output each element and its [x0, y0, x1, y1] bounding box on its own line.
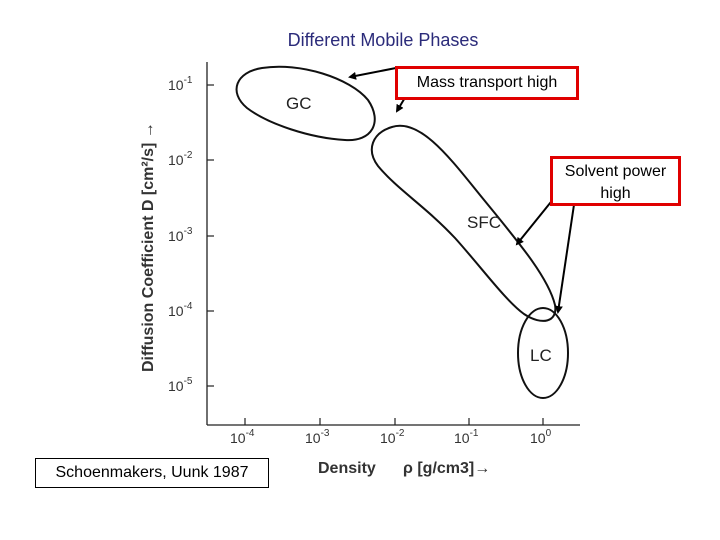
y-tick-label: 10-3: [168, 226, 193, 244]
x-tick-label: 10-1: [454, 428, 479, 446]
x-axis-label-word: Density: [318, 460, 376, 477]
x-tick-label: 100: [530, 428, 552, 446]
mass-transport-text: Mass transport high: [416, 74, 558, 91]
arrow-to-lc: [554, 197, 576, 314]
y-tick-marks: [207, 84, 214, 387]
y-axis-label: Diffusion Coefficient D [cm²/s] →: [140, 122, 157, 372]
x-axis-label-unit: ρ [g/cm3]→: [403, 460, 490, 477]
y-tick-label: 10-4: [168, 301, 193, 319]
lc-region: [517, 307, 569, 399]
y-tick-label: 10-1: [168, 75, 193, 93]
gc-region-label: GC: [286, 94, 312, 113]
solvent-power-callout: Solvent power high: [550, 156, 681, 206]
x-tick-label: 10-3: [305, 428, 330, 446]
sfc-region-label: SFC: [467, 213, 501, 232]
citation-box: Schoenmakers, Uunk 1987: [35, 458, 269, 488]
solvent-power-line2: high: [600, 185, 631, 202]
solvent-power-line1: Solvent power: [564, 163, 667, 180]
arrow-to-gc: [348, 67, 397, 80]
x-tick-marks: [244, 418, 544, 425]
lc-region-label: LC: [530, 346, 552, 365]
y-tick-label: 10-5: [168, 376, 193, 394]
mass-transport-callout: Mass transport high: [395, 66, 579, 100]
gc-region: [235, 65, 376, 142]
citation-text: Schoenmakers, Uunk 1987: [55, 464, 249, 481]
x-tick-label: 10-2: [380, 428, 405, 446]
y-tick-label: 10-2: [168, 150, 193, 168]
slide-title: Different Mobile Phases: [287, 30, 479, 50]
sfc-region: [370, 124, 557, 322]
x-tick-label: 10-4: [230, 428, 255, 446]
